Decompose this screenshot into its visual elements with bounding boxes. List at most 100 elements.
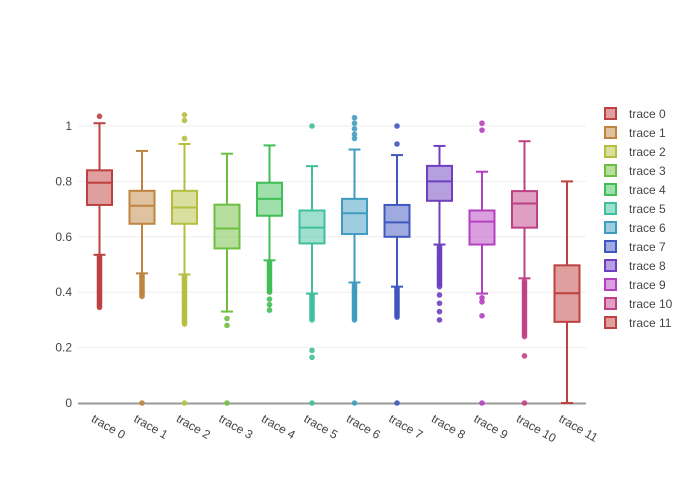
- outlier-point: [181, 400, 188, 406]
- outlier-point: [479, 120, 485, 127]
- box-trace-6[interactable]: [341, 114, 368, 406]
- box-rect: [128, 189, 156, 225]
- box-trace-8[interactable]: [426, 144, 453, 323]
- legend-label: trace 3: [629, 163, 666, 178]
- outlier-point: [436, 317, 443, 323]
- legend-item-trace-8[interactable]: trace 8: [604, 256, 672, 275]
- legend-item-trace-9[interactable]: trace 9: [604, 275, 672, 294]
- legend-label: trace 6: [629, 220, 666, 235]
- outlier-point: [309, 354, 315, 361]
- outlier-point: [521, 353, 528, 359]
- y-tick-label-0.6: 0.6: [55, 230, 72, 244]
- y-tick-label-0.4: 0.4: [55, 285, 72, 299]
- box-trace-0[interactable]: [86, 113, 113, 311]
- outlier-point: [351, 125, 358, 132]
- legend-swatch-icon: [604, 221, 617, 234]
- box-rect: [426, 164, 453, 202]
- outlier-point: [351, 135, 358, 142]
- x-tick-label-trace-3: trace 3: [217, 411, 256, 442]
- outlier-point: [309, 347, 315, 354]
- outlier-point: [351, 114, 358, 121]
- legend-item-trace-3[interactable]: trace 3: [604, 161, 672, 180]
- box-trace-3[interactable]: [213, 152, 241, 406]
- legend-item-trace-2[interactable]: trace 2: [604, 142, 672, 161]
- outlier-point: [139, 272, 145, 278]
- legend-swatch-icon: [604, 278, 617, 291]
- legend-swatch-icon: [604, 297, 617, 310]
- legend-swatch-icon: [604, 259, 617, 272]
- legend-label: trace 1: [629, 125, 666, 140]
- legend-label: trace 9: [629, 277, 666, 292]
- box-trace-9[interactable]: [468, 120, 496, 406]
- outlier-point: [224, 322, 230, 329]
- outlier-point: [266, 307, 273, 314]
- legend-swatch-icon: [604, 240, 617, 253]
- legend-label: trace 4: [629, 182, 666, 197]
- box-trace-2[interactable]: [171, 112, 198, 406]
- legend-item-trace-11[interactable]: trace 11: [604, 313, 672, 332]
- outlier-point: [479, 400, 485, 406]
- legend-swatch-icon: [604, 183, 617, 196]
- outlier-point: [181, 117, 188, 124]
- outlier-point: [436, 292, 443, 298]
- box-rect: [383, 203, 411, 238]
- y-tick-label-0: 0: [65, 396, 72, 410]
- outlier-point: [266, 258, 273, 265]
- legend-label: trace 10: [629, 296, 673, 311]
- box-rect: [213, 203, 241, 250]
- box-rect: [86, 169, 113, 206]
- outlier-point: [224, 315, 230, 322]
- outlier-point: [436, 300, 443, 307]
- outlier-point: [181, 135, 188, 142]
- outlier-point: [351, 131, 358, 138]
- legend-item-trace-4[interactable]: trace 4: [604, 180, 672, 199]
- box-rect: [341, 197, 368, 236]
- legend-swatch-icon: [604, 316, 617, 329]
- x-tick-label-trace-8: trace 8: [429, 411, 468, 442]
- outlier-point: [479, 299, 485, 305]
- legend-item-trace-1[interactable]: trace 1: [604, 123, 672, 142]
- outlier-point: [309, 292, 315, 298]
- outlier-point: [224, 400, 230, 406]
- y-tick-label-0.8: 0.8: [55, 174, 72, 188]
- box-trace-4[interactable]: [256, 144, 283, 314]
- outlier-point: [266, 301, 273, 308]
- outlier-point: [479, 294, 485, 301]
- legend-item-trace-0[interactable]: trace 0: [604, 104, 672, 123]
- legend: trace 0 trace 1 trace 2 trace 3 trace 4 trace…: [604, 104, 672, 332]
- outlier-point: [394, 141, 400, 147]
- box-trace-5[interactable]: [298, 123, 326, 406]
- outlier-point: [521, 400, 528, 406]
- legend-swatch-icon: [604, 126, 617, 139]
- legend-item-trace-5[interactable]: trace 5: [604, 199, 672, 218]
- legend-label: trace 8: [629, 258, 666, 273]
- y-tick-label-0.2: 0.2: [55, 341, 72, 355]
- legend-swatch-icon: [604, 107, 617, 120]
- box-trace-10[interactable]: [511, 140, 538, 406]
- outlier-point: [394, 400, 400, 406]
- outlier-point: [351, 120, 358, 127]
- box-rect: [468, 209, 496, 246]
- legend-item-trace-6[interactable]: trace 6: [604, 218, 672, 237]
- outlier-point: [436, 308, 443, 315]
- legend-label: trace 0: [629, 106, 666, 121]
- box-trace-7[interactable]: [383, 123, 411, 406]
- x-tick-label-trace-0: trace 0: [89, 411, 128, 442]
- outlier-point: [309, 123, 315, 129]
- legend-swatch-icon: [604, 164, 617, 177]
- box-trace-11[interactable]: [553, 180, 581, 404]
- legend-item-trace-7[interactable]: trace 7: [604, 237, 672, 256]
- outlier-point: [266, 296, 273, 302]
- legend-label: trace 5: [629, 201, 666, 216]
- outlier-point: [436, 243, 443, 250]
- x-tick-label-trace-4: trace 4: [259, 411, 298, 442]
- legend-item-trace-10[interactable]: trace 10: [604, 294, 672, 313]
- outlier-point: [351, 400, 358, 406]
- box-trace-1[interactable]: [128, 149, 156, 406]
- outlier-point: [309, 400, 315, 406]
- outlier-point: [96, 253, 103, 259]
- y-tick-label-1: 1: [65, 119, 72, 133]
- legend-label: trace 7: [629, 239, 666, 254]
